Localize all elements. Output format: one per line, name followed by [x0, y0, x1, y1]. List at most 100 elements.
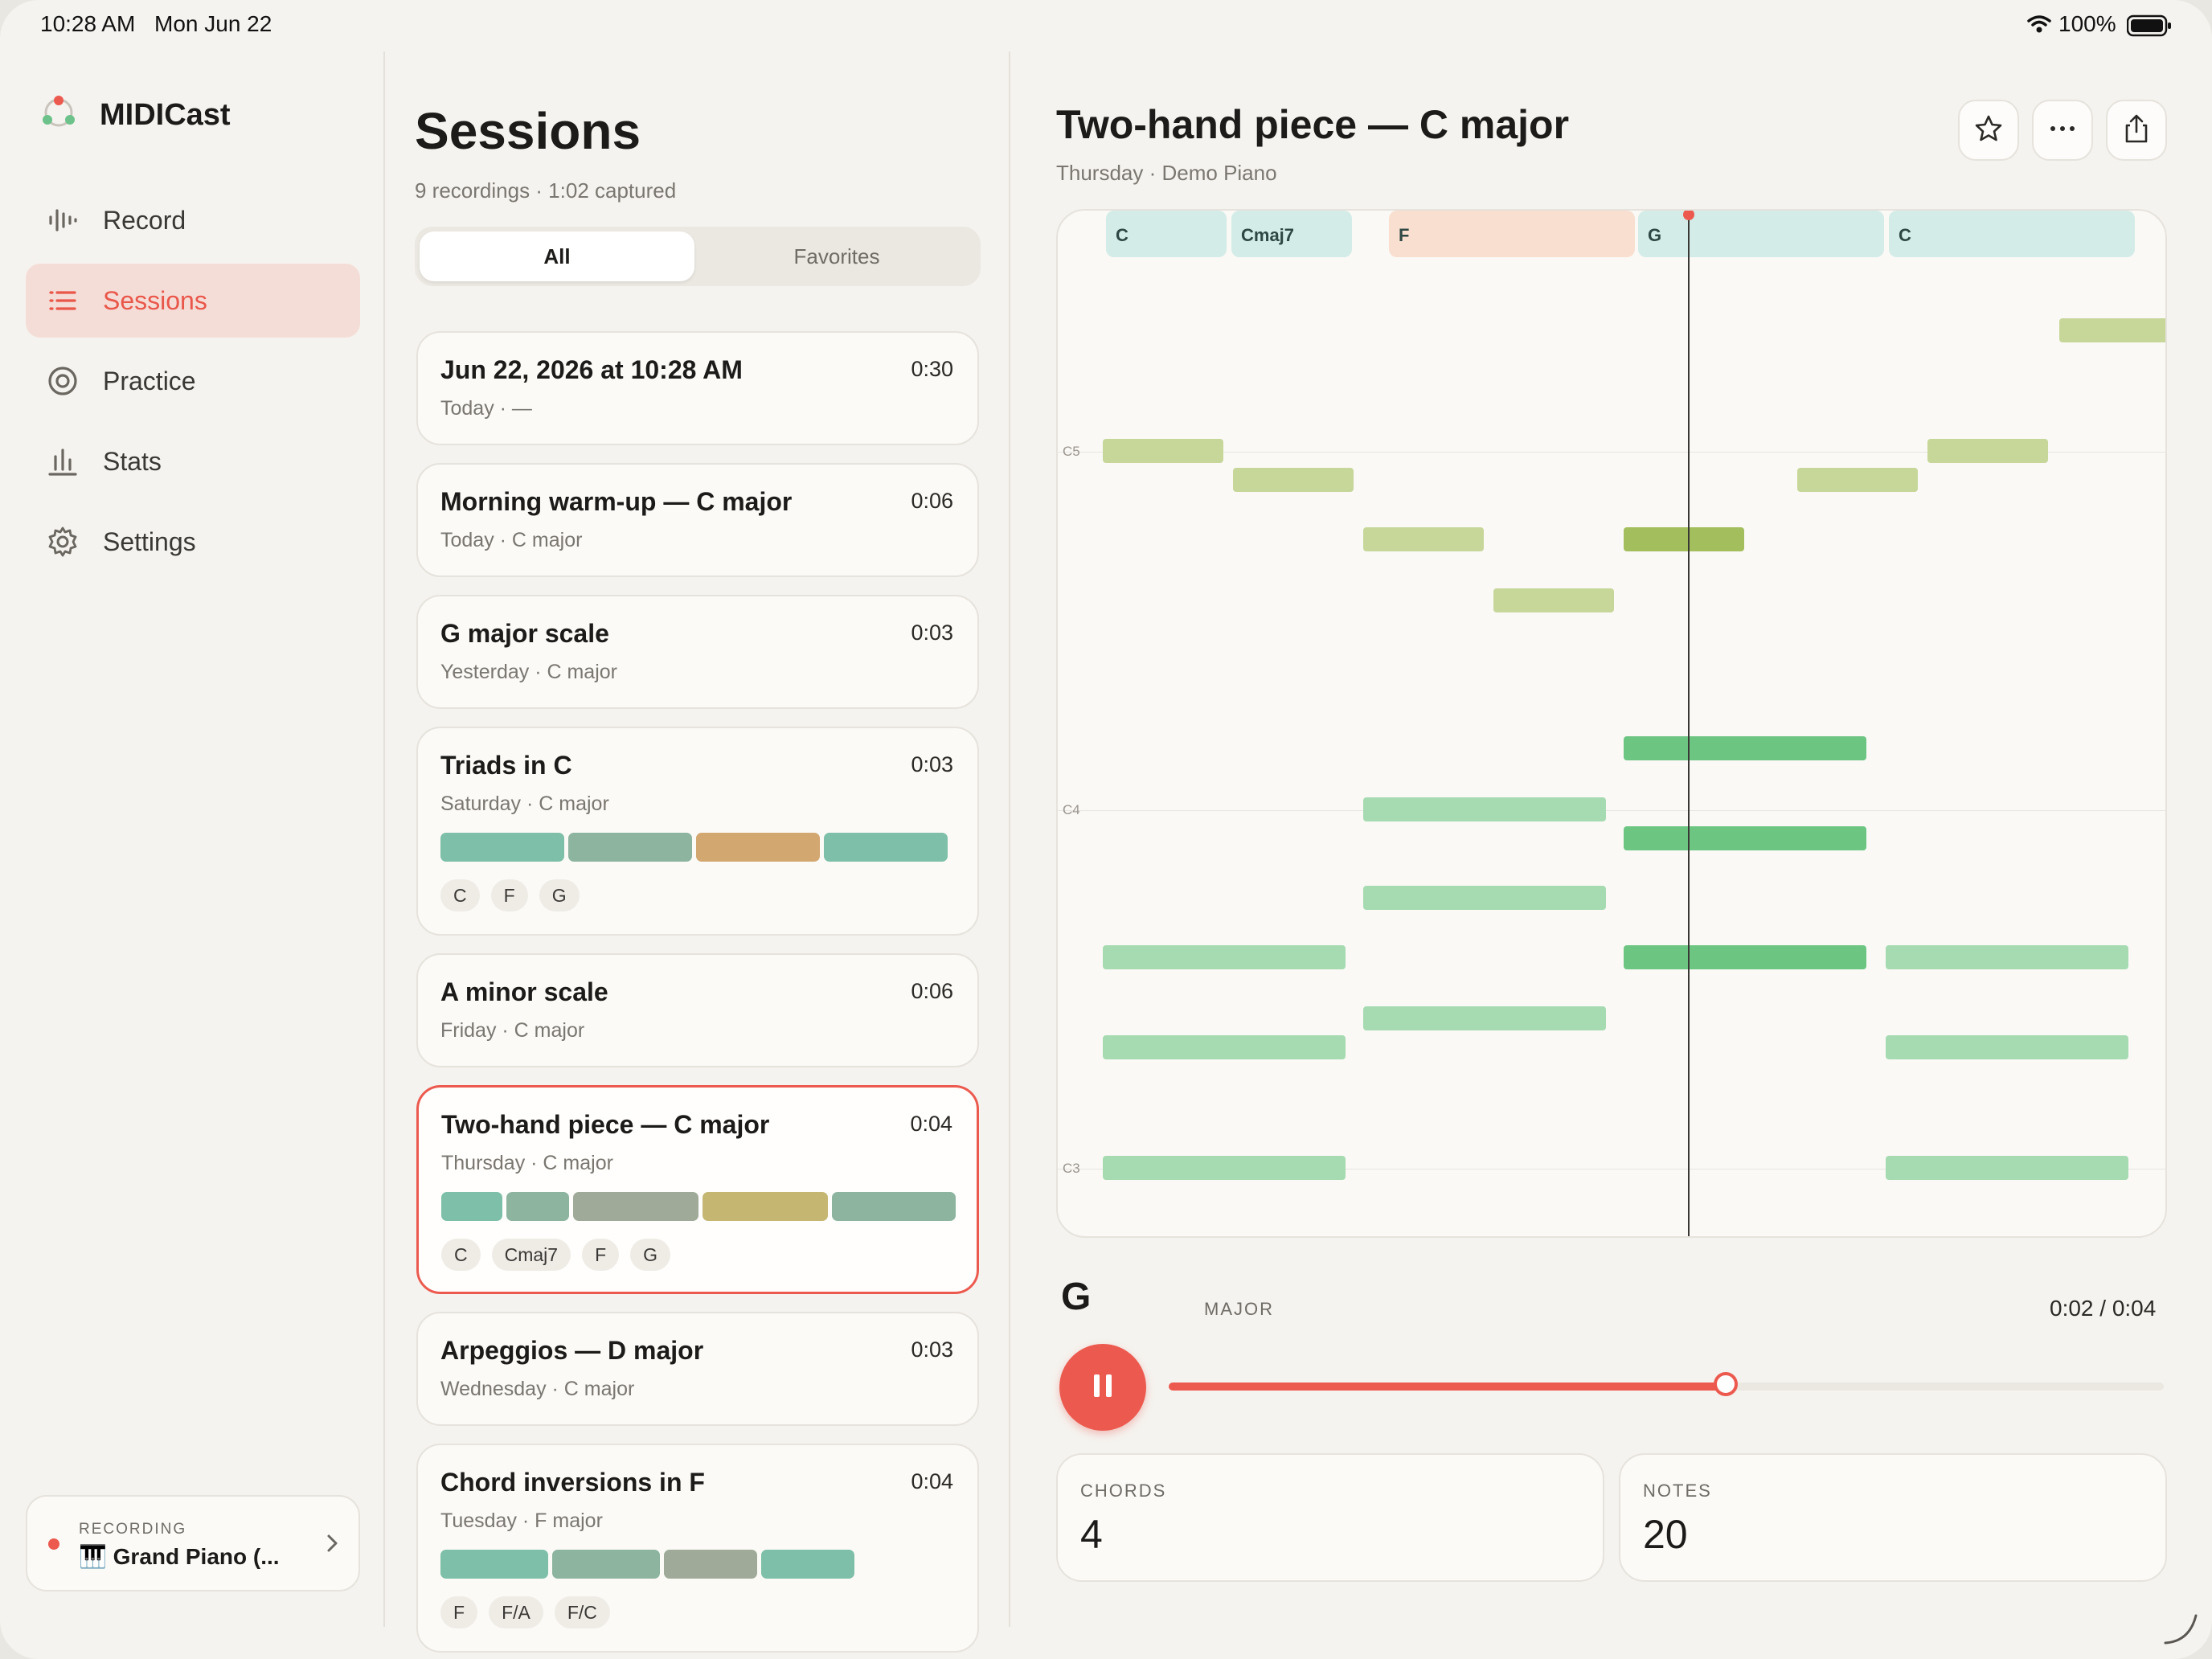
- share-icon: [2122, 113, 2151, 149]
- session-duration: 0:03: [911, 752, 953, 776]
- segmented-control: All Favorites: [415, 227, 981, 286]
- chord-chip: F/C: [554, 1596, 610, 1628]
- favorite-button[interactable]: [1958, 100, 2019, 161]
- session-subtitle: Friday · C major: [440, 1019, 585, 1042]
- target-icon: [45, 363, 80, 399]
- stat-label: CHORDS: [1080, 1481, 1167, 1501]
- note-bar: [1103, 1156, 1346, 1180]
- octave-gridline: [1058, 452, 2165, 453]
- sidebar-item-stats[interactable]: Stats: [26, 424, 360, 498]
- note-bar: [1103, 945, 1346, 969]
- chord-segment: [440, 1550, 548, 1579]
- chord-block: F: [1389, 211, 1635, 257]
- note-bar: [1927, 439, 2048, 463]
- note-bar: [1363, 797, 1606, 821]
- chord-segment: [568, 833, 692, 862]
- pause-button[interactable]: [1059, 1344, 1146, 1431]
- recording-device-card[interactable]: RECORDING 🎹 Grand Piano (...: [26, 1495, 360, 1591]
- recording-dot: [48, 1538, 59, 1550]
- chord-chip: C: [441, 1239, 481, 1271]
- battery-icon: [2126, 14, 2172, 41]
- sidebar-item-label: Practice: [103, 366, 196, 395]
- session-card-selected[interactable]: Two-hand piece — C major 0:04 Thursday ·…: [416, 1085, 979, 1294]
- octave-label: C5: [1063, 444, 1080, 459]
- recording-device-name: 🎹 Grand Piano (...: [79, 1544, 280, 1569]
- chevron-right-icon: [325, 1532, 341, 1559]
- sidebar-item-label: Record: [103, 205, 186, 235]
- chord-segment: [552, 1550, 660, 1579]
- chord-segment: [696, 833, 820, 862]
- session-card[interactable]: Arpeggios — D major 0:03 Wednesday · C m…: [416, 1312, 979, 1426]
- segment-favorites[interactable]: Favorites: [793, 244, 880, 268]
- resize-handle-icon: [2162, 1611, 2199, 1652]
- sessions-summary: 9 recordings · 1:02 captured: [415, 178, 677, 203]
- sidebar-divider: [383, 51, 385, 1627]
- more-options-button[interactable]: [2032, 100, 2093, 161]
- octave-label: C3: [1063, 1161, 1080, 1176]
- battery-percent: 100%: [2058, 11, 2116, 36]
- waveform-icon: [45, 203, 80, 238]
- status-time: 10:28 AM: [40, 11, 136, 36]
- progress-track[interactable]: [1169, 1372, 2164, 1396]
- chord-timeline: [441, 1192, 956, 1221]
- segment-all[interactable]: All: [420, 231, 694, 281]
- session-card[interactable]: G major scale 0:03 Yesterday · C major: [416, 595, 979, 709]
- sidebar-item-label: Settings: [103, 526, 196, 556]
- progress-thumb[interactable]: [1714, 1372, 1739, 1396]
- session-card[interactable]: Morning warm-up — C major 0:06 Today · C…: [416, 463, 979, 577]
- chord-segment: [824, 833, 948, 862]
- note-bar: [2059, 318, 2165, 342]
- session-title: Two-hand piece — C major: [441, 1110, 770, 1139]
- chord-segment: [573, 1192, 698, 1221]
- session-card[interactable]: Chord inversions in F 0:04 Tuesday · F m…: [416, 1444, 979, 1653]
- session-subtitle: Saturday · C major: [440, 793, 609, 815]
- stat-label: NOTES: [1643, 1481, 1712, 1501]
- progress-fill: [1169, 1382, 1727, 1391]
- chord-chip: G: [539, 879, 580, 911]
- session-subtitle: Tuesday · F major: [440, 1509, 603, 1532]
- session-duration: 0:03: [911, 1337, 953, 1362]
- session-duration: 0:04: [910, 1112, 952, 1136]
- session-duration: 0:06: [911, 489, 953, 513]
- stat-value: 20: [1643, 1512, 1688, 1557]
- chord-segment: [703, 1192, 828, 1221]
- playhead[interactable]: [1688, 211, 1690, 1236]
- piano-roll[interactable]: C Cmaj7 F G C C5 C4 C3: [1056, 209, 2167, 1238]
- octave-label: C4: [1063, 802, 1080, 817]
- recording-label: RECORDING: [79, 1521, 187, 1538]
- note-bar: [1103, 1035, 1346, 1059]
- app-logo: [40, 93, 77, 134]
- session-title: Triads in C: [440, 751, 572, 780]
- star-icon: [1974, 114, 2003, 147]
- note-bar-active: [1624, 945, 1866, 969]
- octave-gridline: [1058, 810, 2165, 811]
- status-date: Mon Jun 22: [154, 11, 272, 36]
- session-subtitle: Wednesday · C major: [440, 1378, 635, 1400]
- chord-segment: [664, 1550, 757, 1579]
- pause-icon: [1091, 1373, 1115, 1403]
- note-bar: [1363, 1006, 1606, 1030]
- sidebar-item-label: Sessions: [103, 285, 207, 315]
- share-button[interactable]: [2106, 100, 2167, 161]
- sidebar-item-sessions[interactable]: Sessions: [26, 264, 360, 338]
- bar-chart-icon: [45, 444, 80, 479]
- chord-chip: F: [582, 1239, 620, 1271]
- app-name: MIDICast: [100, 98, 231, 132]
- session-title: Chord inversions in F: [440, 1468, 705, 1497]
- chord-timeline: [440, 1550, 854, 1579]
- sidebar-item-practice[interactable]: Practice: [26, 344, 360, 418]
- sidebar-item-settings[interactable]: Settings: [26, 505, 360, 579]
- note-bar: [1493, 588, 1614, 612]
- session-subtitle: Today · C major: [440, 529, 583, 551]
- sidebar-item-label: Stats: [103, 446, 162, 476]
- gear-icon: [45, 524, 80, 559]
- session-card[interactable]: A minor scale 0:06 Friday · C major: [416, 953, 979, 1067]
- playhead-marker: [1683, 211, 1694, 220]
- chord-block: C: [1106, 211, 1227, 257]
- session-card[interactable]: Triads in C 0:03 Saturday · C major C F …: [416, 727, 979, 936]
- session-card[interactable]: Jun 22, 2026 at 10:28 AM 0:30 Today · —: [416, 331, 979, 445]
- session-title: Morning warm-up — C major: [440, 487, 793, 516]
- sidebar-item-record[interactable]: Record: [26, 183, 360, 257]
- list-divider: [1009, 51, 1010, 1627]
